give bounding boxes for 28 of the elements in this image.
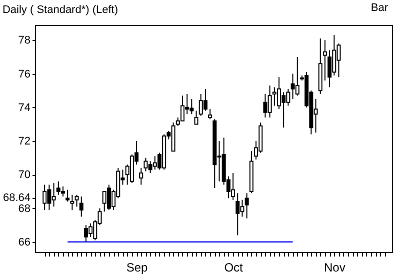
y-tick-label: 70 [18,169,30,182]
candlestick [295,56,300,96]
y-tick-label: 78 [18,34,30,47]
candlestick [244,192,249,219]
y-tick-label: 72 [18,136,30,148]
y-tick-label: 68.64 [2,192,30,204]
candlestick [60,186,65,198]
candlestick [66,189,70,202]
candlestick [203,88,208,112]
candlestick [328,50,332,88]
x-tick-label: Sep [126,260,148,274]
chart-title: Daily ( Standard*) (Left) [2,4,118,16]
y-tick-label: 66 [18,236,30,248]
y-tick-label: 74 [18,102,30,114]
candlestick [194,110,198,125]
x-tick-label: Nov [324,260,346,274]
candlestick [79,196,84,218]
candlestick [236,192,240,236]
x-tick-label: Oct [224,260,244,274]
candlestick [42,184,47,210]
candlestick [322,40,327,81]
candlestick [139,167,144,186]
text: Bar [370,2,388,14]
candlestick [208,108,212,120]
y-tick-label: 68 [18,202,30,215]
candlestick [74,194,79,208]
candlestick [70,194,74,210]
y-tick-label: 76 [18,68,30,80]
